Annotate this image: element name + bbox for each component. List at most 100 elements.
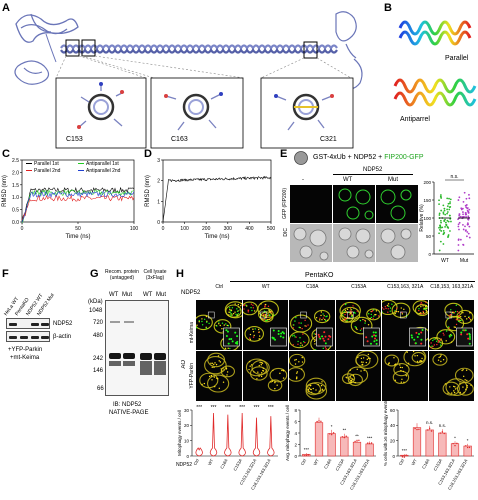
puncta	[432, 338, 435, 340]
puncta	[213, 363, 215, 366]
puncta	[272, 337, 275, 340]
data-dot	[356, 440, 358, 442]
cell-outline	[220, 365, 236, 378]
puncta	[201, 318, 203, 320]
panel-f-letter: F	[2, 268, 9, 280]
puncta	[224, 347, 227, 350]
puncta	[367, 357, 369, 359]
puncta	[216, 325, 218, 327]
cell-outline	[250, 360, 270, 375]
panel-e-row-dic: DIC	[283, 228, 289, 237]
puncta	[250, 309, 253, 312]
puncta	[295, 316, 297, 319]
puncta	[236, 310, 239, 313]
data-dot	[332, 432, 335, 434]
puncta	[368, 357, 371, 360]
puncta	[363, 322, 366, 324]
puncta	[356, 356, 359, 359]
data-dot	[438, 212, 441, 215]
puncta	[267, 313, 269, 315]
cell-outline	[365, 308, 381, 321]
puncta	[377, 315, 379, 317]
puncta	[420, 301, 422, 304]
cell-outline	[224, 301, 242, 319]
puncta	[400, 307, 402, 309]
puncta	[253, 334, 255, 337]
puncta	[420, 338, 423, 341]
cell-outline	[428, 336, 443, 350]
x-tick-label: WT	[410, 458, 418, 467]
puncta	[300, 322, 302, 324]
y-axis-label: Relative (%)	[419, 204, 425, 232]
puncta	[366, 358, 368, 361]
puncta	[205, 327, 208, 329]
panel-h-row-keima: mt-Keima	[189, 322, 195, 344]
puncta	[455, 323, 457, 326]
puncta	[394, 311, 397, 313]
puncta	[382, 307, 383, 309]
data-dot	[438, 228, 441, 231]
puncta	[298, 361, 300, 363]
puncta	[465, 384, 468, 387]
puncta	[394, 312, 396, 315]
cell-outline	[204, 356, 227, 375]
puncta	[244, 304, 247, 307]
puncta	[345, 319, 348, 321]
cell-outline	[225, 304, 242, 318]
puncta	[468, 336, 471, 339]
gfp-image-mut	[376, 185, 418, 223]
puncta	[294, 336, 296, 338]
data-dot	[439, 195, 442, 198]
puncta	[399, 366, 402, 369]
puncta	[413, 338, 416, 341]
puncta	[252, 336, 254, 338]
panel-c-letter: C	[2, 148, 10, 160]
puncta	[314, 343, 316, 345]
data-dot	[458, 214, 461, 217]
data-dot	[465, 204, 468, 206]
panel-c-rmsd-chart: 0.0 0.5 1.0 1.5 2.0 2.5 0 50 100 RMSD (nm) Time (n…	[2, 158, 138, 240]
puncta	[325, 348, 328, 350]
panel-g-foot2: NATIVE-PAGE	[109, 410, 149, 416]
y-axis-label: % cells with ≥5 mitophagy events	[383, 399, 388, 466]
puncta	[453, 391, 455, 394]
puncta	[362, 369, 365, 372]
puncta	[424, 305, 427, 308]
puncta	[348, 381, 351, 383]
bar	[450, 443, 460, 457]
puncta	[299, 337, 301, 339]
puncta	[372, 315, 374, 317]
puncta	[371, 317, 374, 320]
puncta	[457, 319, 460, 321]
puncta	[258, 338, 260, 340]
puncta	[372, 331, 375, 334]
y-tick-label: 3	[157, 158, 160, 164]
cell-outline	[314, 309, 331, 324]
y-tick-label: 60	[390, 408, 396, 413]
puncta	[469, 319, 471, 321]
bar	[438, 432, 447, 457]
data-dot	[457, 225, 460, 228]
puncta	[225, 334, 228, 337]
data-dot	[458, 221, 461, 224]
violin	[224, 414, 232, 457]
cell-outline	[196, 314, 213, 331]
puncta	[435, 343, 438, 346]
marker-242: 242	[93, 356, 104, 362]
column-label: C153A	[351, 284, 367, 290]
inset-c163	[150, 77, 244, 149]
data-dot	[465, 229, 467, 232]
puncta	[282, 370, 284, 372]
puncta	[367, 313, 369, 315]
data-dot	[466, 222, 469, 225]
plot-frame	[162, 159, 272, 223]
puncta	[438, 339, 441, 342]
puncta	[321, 335, 324, 338]
data-dot	[446, 226, 449, 229]
puncta	[423, 307, 425, 309]
data-dot	[427, 429, 429, 431]
puncta	[343, 313, 346, 316]
puncta	[454, 388, 456, 390]
puncta	[279, 332, 282, 335]
puncta	[236, 308, 238, 310]
